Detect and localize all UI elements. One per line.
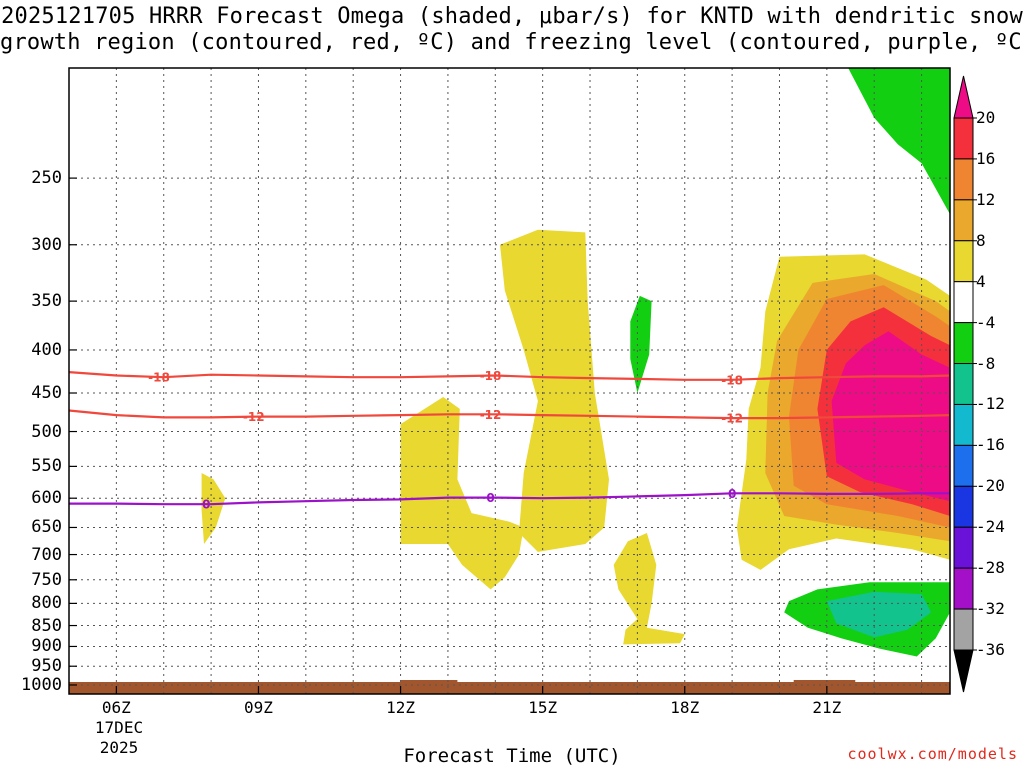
colorbar-label-0: 20 <box>976 108 996 127</box>
colorbar-swatch-6 <box>953 363 974 405</box>
axis-ticks-layer <box>69 177 828 694</box>
colorbar-top-arrow <box>953 75 974 119</box>
colorbar-swatch-0 <box>953 117 974 160</box>
contour-line-0 <box>68 371 951 381</box>
colorbar-swatch-8 <box>953 444 974 487</box>
terrain-band <box>69 682 950 694</box>
y-tick-label-1000: 1000 <box>21 674 62 695</box>
contour-line-1 <box>68 409 951 420</box>
omega-region-9 <box>848 68 950 215</box>
contour-label-0-1: -18 <box>480 369 502 383</box>
colorbar-swatch-12 <box>953 608 974 651</box>
omega-region-1 <box>400 397 524 590</box>
x-axis-label: Forecast Time (UTC) <box>403 745 621 767</box>
start-date-label: 17DEC <box>94 718 144 737</box>
colorbar-swatch-9 <box>953 485 974 528</box>
terrain-layer <box>69 680 950 694</box>
y-tick-label-700: 700 <box>31 544 62 565</box>
y-tick-label-650: 650 <box>31 517 62 538</box>
colorbar-swatch-10 <box>953 526 974 569</box>
x-tick-label-12Z: 12Z <box>386 698 415 717</box>
contour-label-1-2: -12 <box>721 412 743 426</box>
y-tick-label-950: 950 <box>31 656 62 677</box>
colorbar-label-13: -36 <box>976 640 1005 659</box>
colorbar-bottom-arrow <box>953 649 974 693</box>
colorbar <box>953 75 977 693</box>
y-tick-label-250: 250 <box>31 168 62 189</box>
x-tick-label-15Z: 15Z <box>528 698 558 717</box>
y-tick-label-800: 800 <box>31 593 62 614</box>
omega-region-10 <box>630 295 652 393</box>
y-tick-label-850: 850 <box>31 615 62 636</box>
colorbar-label-3: 8 <box>976 230 986 250</box>
colorbar-label-9: -20 <box>976 476 1005 496</box>
plot-frame <box>68 67 951 695</box>
contour-label-1-1: -12 <box>480 408 502 422</box>
omega-region-0 <box>201 473 226 544</box>
colorbar-label-11: -28 <box>976 558 1005 578</box>
contour-label-2-2: 0 <box>728 487 736 501</box>
colorbar-label-5: -4 <box>976 312 996 332</box>
contour-label-2-0: 0 <box>202 498 210 512</box>
y-tick-label-750: 750 <box>31 569 62 590</box>
colorbar-swatch-3 <box>953 240 974 283</box>
contour-line-2 <box>69 492 950 506</box>
colorbar-label-1: 16 <box>976 148 996 168</box>
chart-title-line1: 2025121705 HRRR Forecast Omega (shaded, … <box>1 4 1023 29</box>
contour-label-2-1: 0 <box>486 491 494 505</box>
site-credit-link[interactable]: coolwx.com/models <box>847 745 1018 763</box>
contour-label-0-2: -18 <box>721 373 743 387</box>
contour-label-0-0: -18 <box>148 371 170 385</box>
colorbar-swatch-5 <box>953 322 974 365</box>
colorbar-swatch-2 <box>953 199 974 242</box>
omega-region-3 <box>613 533 685 645</box>
x-tick-label-06Z: 06Z <box>101 698 131 717</box>
colorbar-label-12: -32 <box>976 599 1005 619</box>
contour-layer: -18 -18 -18 -12 -12 -12 0 0 0 <box>68 369 951 512</box>
omega-region-2 <box>500 229 609 552</box>
y-tick-label-300: 300 <box>31 234 62 255</box>
colorbar-label-8: -16 <box>976 435 1005 455</box>
y-tick-label-400: 400 <box>31 339 62 360</box>
colorbar-label-6: -8 <box>976 353 996 373</box>
colorbar-swatch-7 <box>953 403 974 446</box>
y-tick-label-900: 900 <box>31 636 62 657</box>
y-tick-label-550: 550 <box>31 456 62 477</box>
y-tick-label-600: 600 <box>31 488 62 509</box>
grid-layer <box>69 68 950 694</box>
x-tick-label-21Z: 21Z <box>812 698 842 717</box>
y-tick-label-350: 350 <box>31 291 62 312</box>
colorbar-label-2: 12 <box>976 189 996 209</box>
x-tick-label-18Z: 18Z <box>670 698 700 717</box>
colorbar-swatch-4 <box>953 281 974 324</box>
omega-shading-layer <box>173 68 950 691</box>
omega-region-13 <box>826 591 932 638</box>
colorbar-label-10: -24 <box>976 517 1005 537</box>
colorbar-swatch-1 <box>953 158 974 201</box>
terrain-bump-21z <box>793 680 856 683</box>
terrain-bump-12z <box>400 680 458 683</box>
start-year-label: 2025 <box>99 738 139 757</box>
contour-label-1-0: -12 <box>243 410 265 424</box>
chart-title-line2: growth region (contoured, red, ºC) and f… <box>0 30 1024 55</box>
colorbar-label-7: -12 <box>976 394 1005 414</box>
x-tick-label-09Z: 09Z <box>244 698 273 717</box>
y-tick-label-500: 500 <box>31 421 62 442</box>
colorbar-swatch-11 <box>953 567 974 610</box>
colorbar-label-4: 4 <box>976 271 986 291</box>
y-tick-label-450: 450 <box>31 383 62 403</box>
